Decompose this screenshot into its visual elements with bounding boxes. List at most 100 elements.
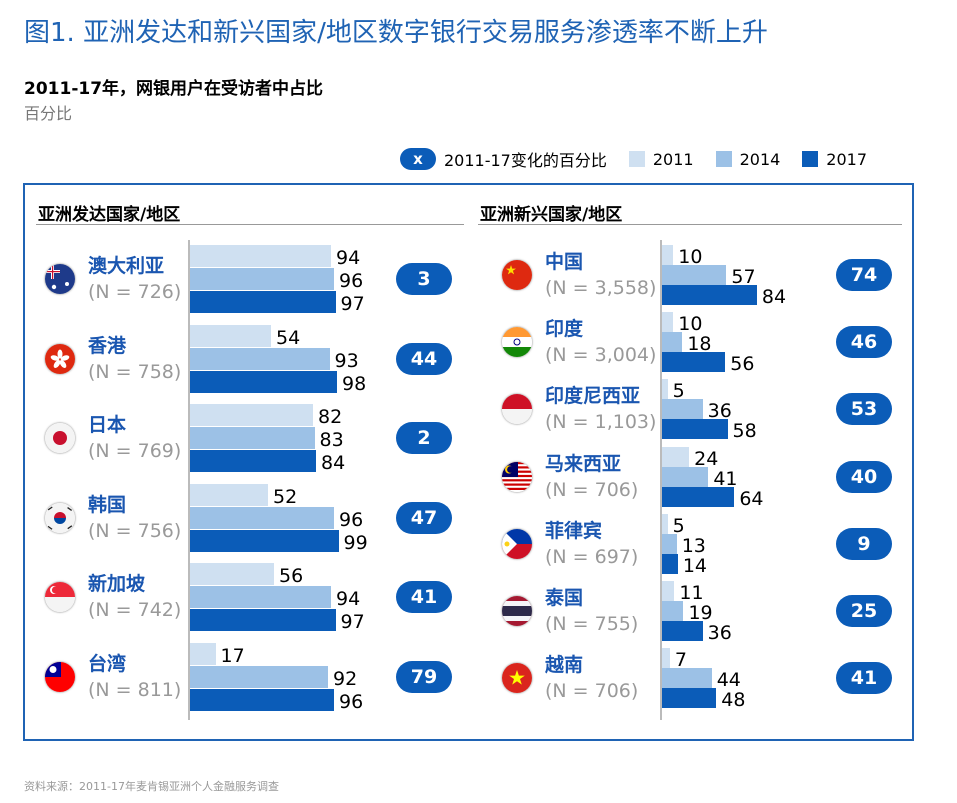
chart-subtitle: 2011-17年，网银用户在受访者中占比 [24,79,324,99]
value-label: 10 [678,313,703,336]
flag-india-icon [502,327,532,358]
country-name: 马来西亚 [545,452,622,475]
bar-2017 [190,450,316,472]
bar-2011 [662,446,690,467]
bar-2011 [662,379,668,400]
flag-vietnam-icon [502,663,532,694]
value-label: 24 [694,447,719,470]
sample-size: (N = 755) [545,613,639,635]
value-label: 7 [674,649,687,672]
bar-2014 [662,601,684,621]
bar-2017 [190,609,336,631]
legend-swatch-2017 [802,151,819,167]
legend: x 2011-17变化的百分比 2011 2014 2017 [400,148,867,170]
value-label: 97 [340,293,365,315]
change-badge: 79 [396,660,452,693]
flag-korea-icon [45,502,75,533]
legend-label-2014: 2014 [739,149,781,169]
panel-title-developed: 亚洲发达国家/地区 [38,205,181,225]
bar-2011 [662,513,668,534]
bar-2017 [190,370,337,393]
bar-2014 [190,268,334,290]
bar-2014 [662,399,703,420]
bar-2014 [190,506,334,529]
value-label: 52 [273,485,298,508]
bar-2014 [662,668,712,689]
bar-2011 [190,404,313,426]
panel-rule-emerging [478,224,902,225]
change-badge: 2 [396,422,452,454]
value-label: 11 [679,582,704,604]
sample-size: (N = 706) [545,478,639,501]
value-label: 13 [681,534,706,557]
value-label: 99 [343,531,368,554]
sample-size: (N = 3,558) [545,277,657,299]
country-name: 澳大利亚 [88,255,165,277]
country-name: 新加坡 [88,573,146,595]
bar-2014 [662,332,683,353]
country-name: 越南 [545,654,584,677]
value-label: 10 [678,246,703,268]
flag-philippines-icon [502,528,532,559]
value-label: 96 [339,690,364,713]
bar-2011 [190,245,331,267]
country-name: 中国 [545,251,584,273]
value-label: 17 [220,644,245,667]
flag-taiwan-icon [45,661,75,692]
sample-size: (N = 3,004) [545,344,657,367]
bar-2011 [190,642,216,665]
value-label: 97 [340,611,365,633]
legend-swatch-2011 [628,151,645,167]
sample-size: (N = 726) [88,281,182,303]
bar-2011 [662,312,674,333]
change-badge: 3 [396,263,452,295]
change-badge: 53 [836,393,892,426]
bar-2011 [190,483,268,506]
value-label: 48 [721,689,746,712]
chart-frame [23,183,914,741]
legend-swatch-2014 [715,151,732,167]
bar-2011 [190,563,274,585]
panel-title-emerging: 亚洲新兴国家/地区 [480,205,623,225]
sample-size: (N = 742) [88,599,182,621]
country-name: 台湾 [88,652,127,675]
value-label: 84 [321,452,346,474]
flag-malaysia-icon [502,461,532,492]
value-label: 54 [276,326,301,349]
bar-2014 [190,586,331,608]
value-label: 18 [687,333,712,356]
flag-singapore-icon [45,582,75,612]
value-label: 44 [716,669,741,692]
value-label: 5 [672,380,685,403]
bar-2014 [662,265,727,285]
sample-size: (N = 758) [88,360,182,383]
value-label: 96 [339,270,364,292]
panel-axis-1 [660,240,662,720]
value-label: 94 [336,247,361,269]
sample-size: (N = 756) [88,519,182,542]
sample-size: (N = 811) [88,678,182,701]
value-label: 57 [731,266,756,288]
change-badge: 41 [836,662,892,695]
bar-2014 [190,427,315,449]
change-badge: 40 [836,460,892,493]
legend-label-2017: 2017 [826,149,868,169]
value-label: 19 [688,602,713,624]
value-label: 5 [672,514,685,537]
value-label: 36 [707,400,732,423]
value-label: 36 [707,622,732,644]
sample-size: (N = 769) [88,440,182,462]
flag-australia-icon [45,264,75,294]
country-name: 泰国 [545,587,584,609]
legend-change-badge: x [400,148,436,170]
value-label: 56 [730,353,755,376]
country-name: 韩国 [88,493,127,516]
flag-china-icon [502,260,532,290]
legend-change-label: 2011-17变化的百分比 [444,151,607,170]
unit-label: 百分比 [24,104,73,123]
flag-hongkong-icon [45,343,75,374]
country-name: 菲律宾 [545,519,603,542]
country-name: 印度尼西亚 [545,385,641,408]
flag-indonesia-icon [502,394,532,425]
value-label: 92 [333,667,358,690]
